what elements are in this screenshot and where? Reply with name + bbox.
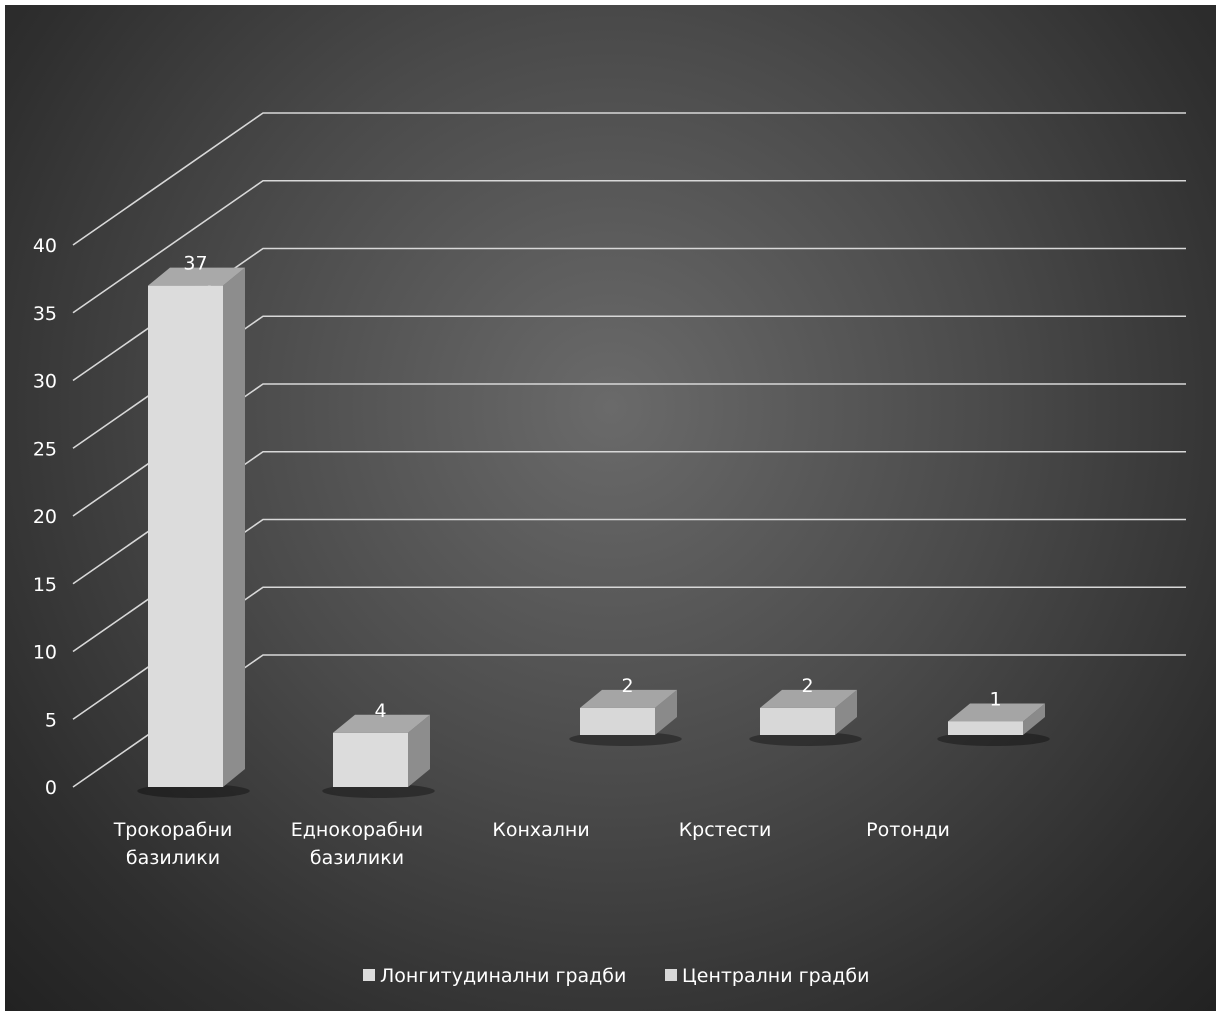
category-label: Конхални	[492, 819, 589, 841]
bar	[333, 732, 408, 787]
category-label: Крстести	[679, 819, 772, 841]
y-tick-label: 15	[33, 574, 57, 596]
data-label: 2	[621, 675, 633, 697]
gridline	[72, 586, 1186, 720]
bar-top	[948, 703, 1045, 722]
category-label: базилики	[126, 847, 220, 869]
category-label: Еднокорабни	[291, 819, 423, 841]
gridline	[72, 179, 1186, 314]
chart-area: 0 5 10 15 20 25 30 35 40 37 4 2 2 1 Трокорабни базилики…	[5, 5, 1216, 1011]
data-label: 37	[183, 253, 207, 275]
legend-swatch	[665, 969, 677, 981]
data-label: 1	[989, 688, 1001, 710]
bar-shadow	[569, 732, 682, 746]
gridline	[72, 518, 1186, 653]
gridline	[72, 654, 1186, 788]
bar	[948, 721, 1023, 735]
y-tick-label: 40	[33, 235, 57, 257]
bar-shadow	[937, 732, 1050, 746]
bar-shadow	[322, 784, 435, 798]
bar-chart: 0 5 10 15 20 25 30 35 40 37 4 2 2 1 Трокорабни базилики…	[33, 112, 1186, 987]
bar	[760, 707, 835, 735]
bar-side	[408, 714, 430, 787]
y-tick-label: 5	[45, 709, 57, 731]
legend-swatch	[363, 969, 375, 981]
gridline	[72, 450, 1186, 585]
y-tick-label: 20	[33, 506, 57, 528]
y-tick-label: 0	[45, 777, 57, 799]
y-tick-label: 30	[33, 371, 57, 393]
bar-shadow	[137, 784, 250, 798]
bar-shadow	[749, 732, 862, 746]
bar-top	[148, 267, 245, 286]
legend-label: Лонгитудинални градби	[380, 965, 626, 987]
data-label: 2	[801, 675, 813, 697]
category-label: Трокорабни	[113, 819, 233, 841]
gridline	[72, 383, 1186, 517]
gridline	[72, 247, 1186, 382]
legend-label: Централни градби	[682, 965, 869, 987]
y-tick-label: 10	[33, 642, 57, 664]
category-label: Ротонди	[866, 819, 950, 841]
bar	[580, 707, 655, 735]
bar-side	[1023, 703, 1045, 735]
gridline	[72, 112, 1186, 246]
y-tick-label: 25	[33, 438, 57, 460]
bar	[148, 285, 223, 787]
y-tick-label: 35	[33, 303, 57, 325]
bar-top	[760, 689, 857, 708]
category-label: базилики	[310, 847, 404, 869]
data-label: 4	[374, 700, 386, 722]
gridline	[72, 315, 1186, 449]
bar-top	[333, 714, 430, 733]
bar-top	[580, 689, 677, 708]
bar-side	[835, 689, 857, 735]
bar-side	[223, 267, 245, 787]
bar-side	[655, 689, 677, 735]
